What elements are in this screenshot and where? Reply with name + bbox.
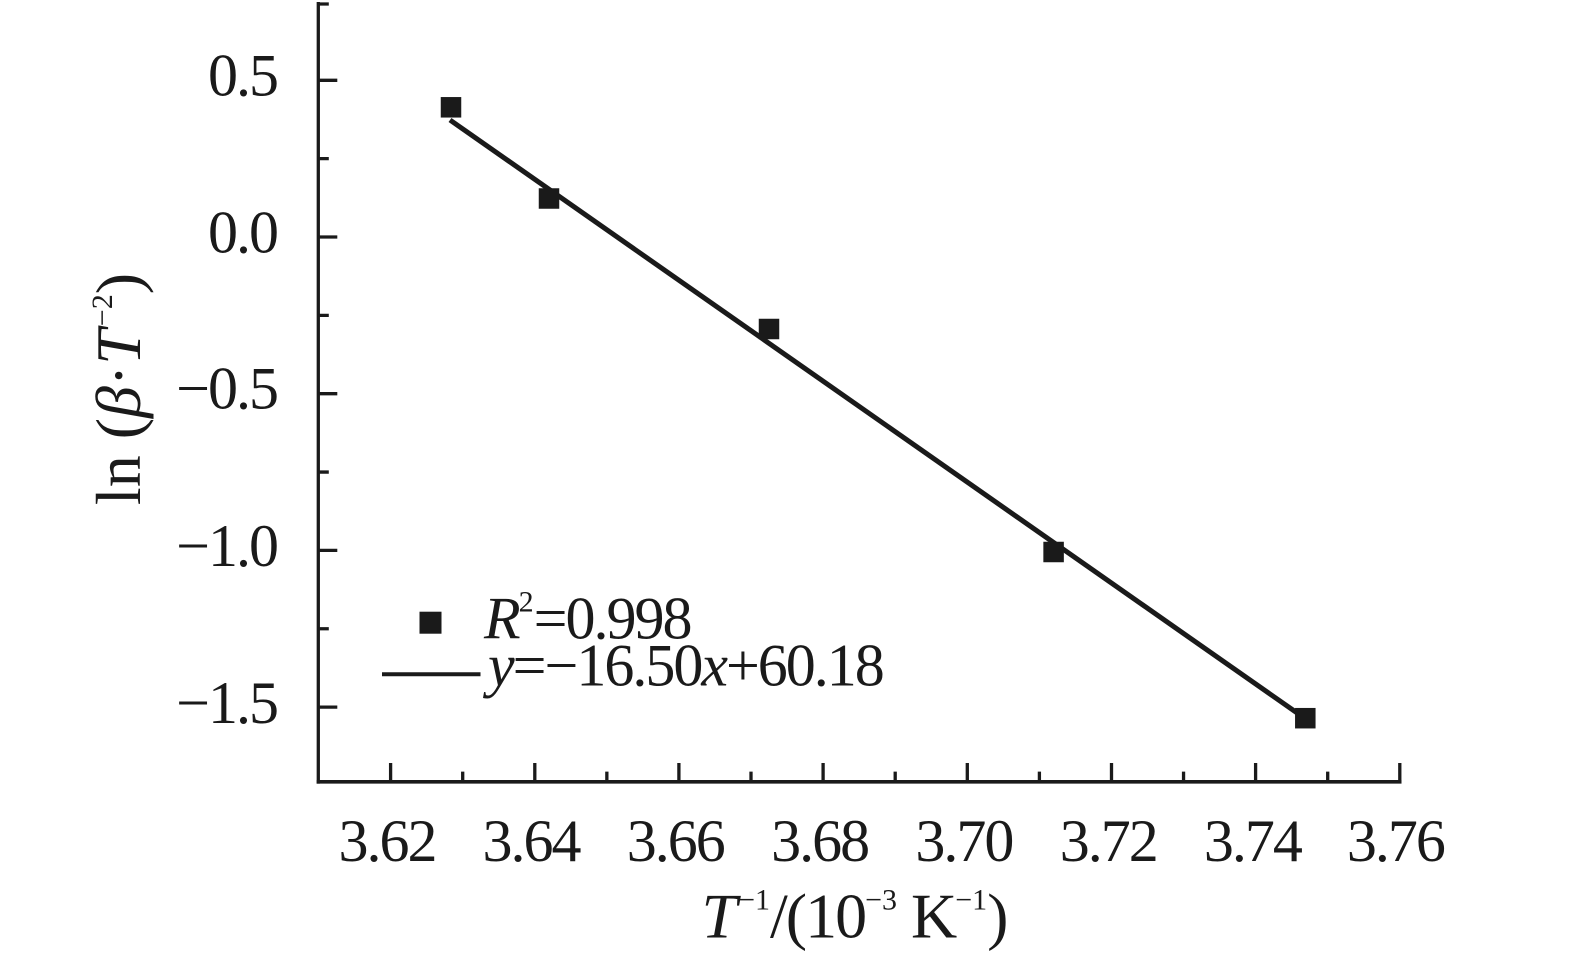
- svg-text:3.74: 3.74: [1204, 808, 1303, 874]
- svg-text:R2=0.998: R2=0.998: [483, 586, 691, 652]
- svg-text:3.72: 3.72: [1060, 808, 1157, 874]
- svg-text:3.62: 3.62: [339, 808, 436, 874]
- svg-text:3.64: 3.64: [483, 808, 582, 874]
- svg-text:3.70: 3.70: [915, 808, 1012, 874]
- svg-text:0.0: 0.0: [208, 200, 277, 266]
- svg-text:3.76: 3.76: [1347, 808, 1445, 874]
- svg-text:3.68: 3.68: [771, 808, 868, 874]
- svg-text:−0.5: −0.5: [176, 356, 277, 422]
- svg-text:−1.5: −1.5: [176, 670, 277, 736]
- svg-text:y=−16.50x+60.18: y=−16.50x+60.18: [482, 633, 883, 699]
- svg-text:3.66: 3.66: [627, 808, 725, 874]
- svg-text:0.5: 0.5: [208, 43, 277, 109]
- svg-text:−1.0: −1.0: [176, 513, 277, 579]
